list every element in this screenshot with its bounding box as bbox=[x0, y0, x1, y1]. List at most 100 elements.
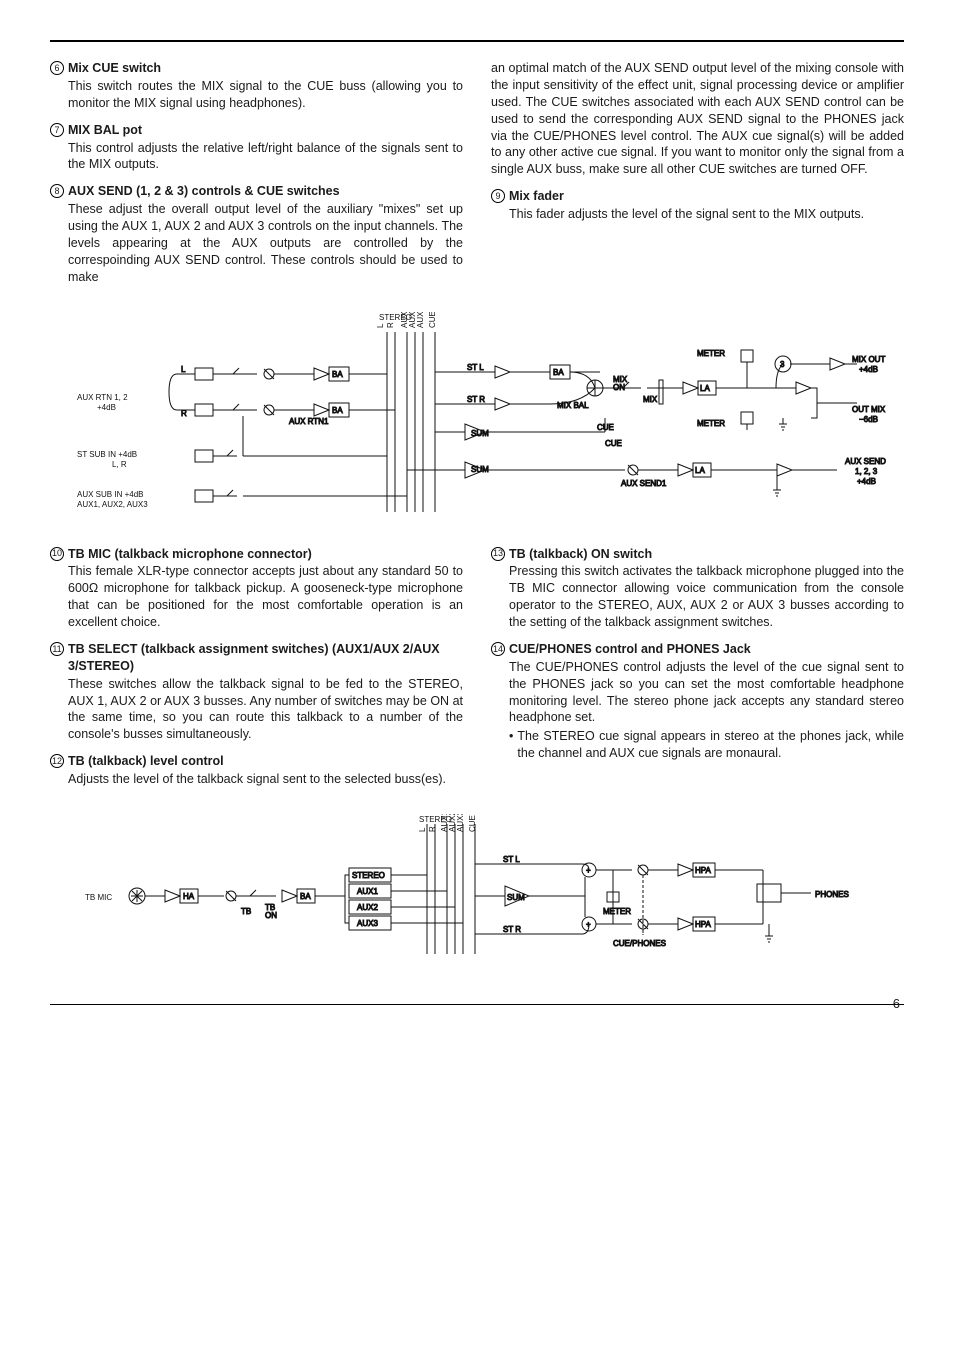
bottom-left-column: 10 TB MIC (talkback microphone connector… bbox=[50, 546, 463, 798]
entry-body: Pressing this switch activates the talkb… bbox=[491, 563, 904, 631]
svg-text:BA: BA bbox=[300, 892, 311, 901]
svg-text:TB: TB bbox=[241, 907, 251, 916]
entry-title: TB (talkback) ON switch bbox=[509, 546, 652, 563]
entry-body: The CUE/PHONES control adjusts the level… bbox=[491, 659, 904, 762]
svg-text:AUX3: AUX3 bbox=[416, 312, 425, 328]
svg-text:+4dB: +4dB bbox=[857, 477, 876, 486]
page-number: 6 bbox=[893, 996, 900, 1011]
entry-number-icon: 6 bbox=[50, 61, 64, 75]
entry-10: 10 TB MIC (talkback microphone connector… bbox=[50, 546, 463, 631]
bullet-icon: • bbox=[509, 728, 513, 762]
entry-number-icon: 8 bbox=[50, 184, 64, 198]
svg-text:OUT MIX: OUT MIX bbox=[852, 405, 886, 414]
svg-text:METER: METER bbox=[697, 349, 725, 358]
entry-number-icon: 9 bbox=[491, 189, 505, 203]
d2-label-tbmic: TB MIC bbox=[85, 893, 112, 902]
svg-text:CUE/PHONES: CUE/PHONES bbox=[613, 939, 666, 948]
svg-text:AUX3: AUX3 bbox=[456, 814, 465, 832]
svg-text:ST L: ST L bbox=[503, 855, 520, 864]
entry-number-icon: 7 bbox=[50, 123, 64, 137]
svg-text:MIX BAL: MIX BAL bbox=[557, 401, 589, 410]
svg-text:CUE: CUE bbox=[428, 312, 437, 328]
svg-text:AUX1: AUX1 bbox=[357, 887, 378, 896]
top-left-column: 6 Mix CUE switch This switch routes the … bbox=[50, 60, 463, 296]
svg-text:1, 2, 3: 1, 2, 3 bbox=[855, 467, 878, 476]
svg-text:SUM: SUM bbox=[507, 893, 525, 902]
svg-text:MIX: MIX bbox=[643, 395, 658, 404]
entry-body: These switches allow the talkback signal… bbox=[50, 676, 463, 744]
svg-text:ON: ON bbox=[613, 383, 625, 392]
entry-number-icon: 12 bbox=[50, 754, 64, 768]
entry-title: TB MIC (talkback microphone connector) bbox=[68, 546, 312, 563]
entry-number-icon: 10 bbox=[50, 547, 64, 561]
svg-text:AUX2: AUX2 bbox=[357, 903, 378, 912]
entry-7: 7 MIX BAL pot This control adjusts the r… bbox=[50, 122, 463, 174]
svg-text:ST R: ST R bbox=[467, 395, 485, 404]
d1-label-st-sub: ST SUB IN +4dB bbox=[77, 450, 137, 459]
entry-12: 12 TB (talkback) level control Adjusts t… bbox=[50, 753, 463, 788]
bottom-text-block: 10 TB MIC (talkback microphone connector… bbox=[50, 546, 904, 798]
svg-text:HA: HA bbox=[183, 892, 195, 901]
bottom-rule bbox=[50, 1004, 904, 1005]
svg-text:METER: METER bbox=[603, 907, 631, 916]
svg-text:METER: METER bbox=[697, 419, 725, 428]
entry-13: 13 TB (talkback) ON switch Pressing this… bbox=[491, 546, 904, 631]
entry-sub: The STEREO cue signal appears in stereo … bbox=[517, 728, 904, 762]
svg-text:PHONES: PHONES bbox=[815, 890, 849, 899]
entry-title: TB SELECT (talkback assignment switches)… bbox=[68, 641, 463, 675]
block-diagram-1: L R STEREO AUX1 AUX2 AUX3 CUE AUX RTN 1,… bbox=[50, 312, 904, 522]
svg-text:BA: BA bbox=[553, 368, 564, 377]
svg-text:BA: BA bbox=[332, 370, 343, 379]
entry-title: Mix fader bbox=[509, 188, 564, 205]
svg-text:LA: LA bbox=[695, 466, 705, 475]
svg-text:ST L: ST L bbox=[467, 363, 484, 372]
entry-9: 9 Mix fader This fader adjusts the level… bbox=[491, 188, 904, 223]
svg-text:R: R bbox=[386, 322, 395, 328]
svg-text:AUX SEND: AUX SEND bbox=[845, 457, 886, 466]
svg-text:L, R: L, R bbox=[112, 460, 127, 469]
svg-text:AUX RTN1: AUX RTN1 bbox=[289, 417, 329, 426]
d1-label-aux-sub: AUX SUB IN +4dB bbox=[77, 490, 143, 499]
svg-text:R: R bbox=[428, 826, 437, 832]
svg-text:STEREO: STEREO bbox=[352, 871, 385, 880]
entry-14: 14 CUE/PHONES control and PHONES Jack Th… bbox=[491, 641, 904, 762]
entry-title: CUE/PHONES control and PHONES Jack bbox=[509, 641, 751, 658]
entry-body: This female XLR-type connector accepts j… bbox=[50, 563, 463, 631]
svg-text:HPA: HPA bbox=[695, 866, 712, 875]
svg-text:BA: BA bbox=[332, 406, 343, 415]
entry-number-icon: 13 bbox=[491, 547, 505, 561]
entry-body: These adjust the overall output level of… bbox=[50, 201, 463, 285]
svg-text:+4dB: +4dB bbox=[97, 403, 116, 412]
svg-text:CUE: CUE bbox=[468, 815, 477, 832]
svg-text:R: R bbox=[181, 409, 187, 418]
top-text-block: 6 Mix CUE switch This switch routes the … bbox=[50, 60, 904, 296]
entry-8-continuation: an optimal match of the AUX SEND output … bbox=[491, 60, 904, 178]
bottom-right-column: 13 TB (talkback) ON switch Pressing this… bbox=[491, 546, 904, 798]
svg-text:+4dB: +4dB bbox=[859, 365, 878, 374]
svg-text:LA: LA bbox=[700, 384, 710, 393]
entry-number-icon: 11 bbox=[50, 642, 64, 656]
top-rule bbox=[50, 40, 904, 42]
svg-text:L: L bbox=[418, 827, 427, 832]
svg-text:ON: ON bbox=[265, 911, 277, 920]
entry-8: 8 AUX SEND (1, 2 & 3) controls & CUE swi… bbox=[50, 183, 463, 285]
svg-text:HPA: HPA bbox=[695, 920, 712, 929]
entry-number-icon: 14 bbox=[491, 642, 505, 656]
entry-body: Adjusts the level of the talkback signal… bbox=[50, 771, 463, 788]
svg-text:ST R: ST R bbox=[503, 925, 521, 934]
entry-title: Mix CUE switch bbox=[68, 60, 161, 77]
entry-title: AUX SEND (1, 2 & 3) controls & CUE switc… bbox=[68, 183, 340, 200]
svg-text:−6dB: −6dB bbox=[859, 415, 878, 424]
d1-label-aux-rtn: AUX RTN 1, 2 bbox=[77, 393, 128, 402]
entry-body: This control adjusts the relative left/r… bbox=[50, 140, 463, 174]
entry-6: 6 Mix CUE switch This switch routes the … bbox=[50, 60, 463, 112]
block-diagram-2: STEREO L R AUX1 AUX2 AUX3 CUE TB MIC HA … bbox=[50, 814, 904, 964]
entry-body: This fader adjusts the level of the sign… bbox=[491, 206, 904, 223]
svg-text:MIX OUT: MIX OUT bbox=[852, 355, 885, 364]
svg-text:L: L bbox=[376, 323, 385, 328]
top-right-column: an optimal match of the AUX SEND output … bbox=[491, 60, 904, 296]
svg-text:L: L bbox=[181, 365, 186, 374]
svg-text:AUX3: AUX3 bbox=[357, 919, 378, 928]
svg-text:AUX1, AUX2, AUX3: AUX1, AUX2, AUX3 bbox=[77, 500, 148, 509]
entry-11: 11 TB SELECT (talkback assignment switch… bbox=[50, 641, 463, 743]
